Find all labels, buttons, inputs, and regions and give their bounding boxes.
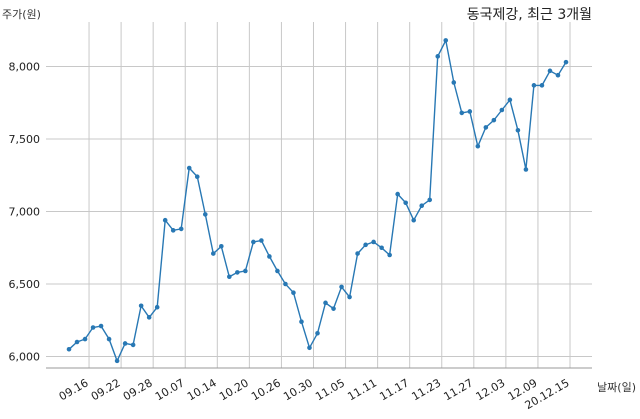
data-point — [499, 107, 505, 113]
data-point — [483, 125, 489, 130]
data-point — [475, 143, 481, 149]
y-tick-label: 6,000 — [9, 351, 41, 364]
y-tick-label: 8,000 — [9, 61, 41, 74]
data-point — [491, 117, 497, 123]
data-point — [371, 239, 376, 245]
chart-title: 동국제강, 최근 3개월 — [466, 7, 592, 23]
data-point — [291, 290, 296, 296]
y-axis-label: 주가(원) — [2, 8, 41, 21]
data-point — [98, 323, 104, 329]
data-point — [106, 336, 112, 342]
data-point — [235, 270, 240, 275]
data-point — [90, 325, 96, 330]
x-tick-label: 09.16 — [57, 376, 91, 403]
data-point — [547, 68, 553, 74]
data-point — [347, 294, 352, 300]
data-point — [435, 54, 441, 59]
data-point — [339, 284, 344, 290]
data-point — [307, 345, 312, 351]
data-point — [523, 167, 529, 172]
series — [66, 38, 569, 364]
data-point — [427, 197, 433, 203]
grid — [46, 22, 592, 368]
data-point — [379, 245, 384, 251]
data-point — [283, 281, 288, 287]
x-tick-label: 10.14 — [185, 376, 219, 403]
axes: 6,000 6,500 7,000 7,500 8,000 09.1609.2209.28… — [9, 61, 592, 412]
data-point — [451, 80, 457, 85]
data-point — [243, 268, 248, 274]
x-axis-label: 날짜(일) — [597, 381, 636, 394]
y-tick-label: 7,500 — [9, 133, 41, 146]
data-point — [555, 72, 561, 78]
data-point — [387, 252, 392, 258]
data-point — [219, 244, 224, 249]
data-point — [170, 228, 176, 233]
data-point — [411, 217, 416, 223]
data-point — [82, 336, 88, 342]
x-tick-label: 10.07 — [153, 376, 187, 403]
data-point — [138, 303, 144, 309]
data-point — [146, 315, 152, 320]
data-point — [130, 342, 136, 348]
x-tick-label: 11.05 — [313, 376, 347, 403]
price-line — [68, 38, 567, 363]
data-point — [419, 203, 425, 208]
data-point — [507, 97, 513, 103]
data-point — [467, 109, 473, 114]
x-tick-label: 11.17 — [377, 376, 411, 403]
data-point — [114, 358, 120, 364]
data-point — [531, 83, 537, 88]
data-point — [395, 191, 400, 197]
x-tick-label: 11.27 — [442, 376, 476, 403]
data-point — [563, 59, 569, 65]
y-tick-label: 6,500 — [9, 278, 41, 291]
data-point — [178, 226, 184, 232]
data-point — [227, 274, 232, 280]
data-point — [202, 212, 208, 217]
data-point — [259, 238, 264, 243]
data-point — [331, 306, 336, 311]
data-point — [443, 38, 449, 43]
data-point — [251, 239, 256, 245]
data-point — [275, 268, 280, 274]
data-point — [299, 319, 304, 325]
x-tick-label: 11.23 — [409, 376, 443, 403]
x-tick-label: 10.30 — [281, 376, 315, 403]
data-point — [162, 217, 168, 223]
x-tick-label: 11.11 — [345, 376, 379, 403]
data-point — [323, 300, 328, 306]
data-point — [194, 174, 200, 179]
data-point — [515, 128, 521, 133]
data-point — [315, 331, 320, 336]
x-tick-label: 10.26 — [249, 376, 283, 403]
y-tick-label: 7,000 — [9, 206, 41, 219]
data-point — [210, 251, 216, 256]
x-tick-label: 10.20 — [217, 376, 251, 403]
x-tick-label: 12.03 — [474, 376, 508, 403]
data-point — [122, 341, 128, 346]
data-point — [459, 110, 465, 116]
data-point — [66, 346, 72, 352]
data-point — [355, 251, 360, 256]
data-point — [186, 165, 192, 171]
data-point — [363, 242, 368, 248]
data-point — [539, 83, 545, 88]
x-tick-label: 09.22 — [89, 376, 123, 403]
data-point — [403, 200, 408, 206]
x-tick-label: 09.28 — [121, 376, 155, 403]
data-point — [154, 304, 160, 310]
data-point — [74, 339, 80, 345]
data-point — [267, 254, 272, 259]
